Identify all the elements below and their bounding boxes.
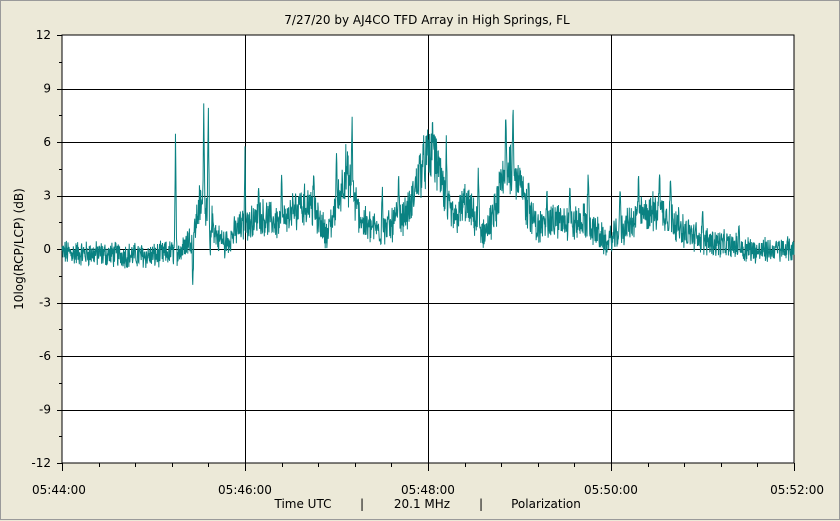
- x-tick-label: 05:46:00: [218, 483, 272, 497]
- y-tick-label: 12: [36, 28, 51, 42]
- x-tick-labels: 05:44:00 05:46:00 05:48:00 05:50:00 05:52:00: [32, 483, 824, 497]
- mode-label: Polarization: [511, 497, 581, 511]
- y-tick-label: -6: [39, 349, 51, 363]
- y-tick-label: 6: [43, 135, 51, 149]
- y-tick-label: -9: [39, 403, 51, 417]
- polarization-series-line: [61, 103, 795, 285]
- x-axis-label: Time UTC: [274, 497, 332, 511]
- y-tick-labels: 12 9 6 3 0 -3 -6 -9 -12: [31, 28, 51, 470]
- footer-separator-2: |: [479, 497, 483, 511]
- minor-ticks: [57, 35, 795, 471]
- x-tick-label: 05:50:00: [584, 483, 638, 497]
- y-tick-label: -3: [39, 296, 51, 310]
- footer-separator-1: |: [360, 497, 364, 511]
- chart-footer: Time UTC | 20.1 MHz | Polarization: [274, 497, 581, 511]
- y-tick-label: 9: [43, 82, 51, 96]
- x-tick-label: 05:52:00: [770, 483, 824, 497]
- x-tick-label: 05:48:00: [401, 483, 455, 497]
- frequency-label: 20.1 MHz: [394, 497, 450, 511]
- chart-title: 7/27/20 by AJ4CO TFD Array in High Sprin…: [284, 13, 570, 27]
- x-tick-label: 05:44:00: [32, 483, 86, 497]
- y-tick-label: -12: [31, 456, 51, 470]
- y-axis-label: 10log(RCP/LCP) (dB): [12, 188, 26, 310]
- y-tick-label: 0: [43, 242, 51, 256]
- y-tick-label: 3: [43, 189, 51, 203]
